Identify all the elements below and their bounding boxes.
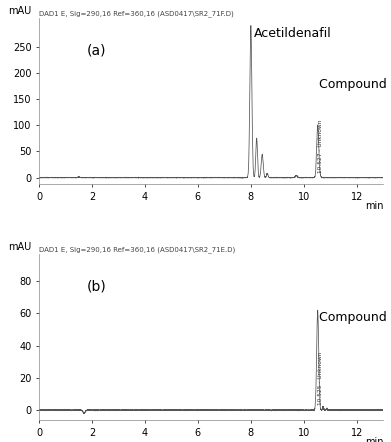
Text: mAU: mAU — [8, 242, 31, 252]
Text: DAD1 E, Sig=290,16 Ref=360,16 (ASD0417\SR2_71E.D): DAD1 E, Sig=290,16 Ref=360,16 (ASD0417\S… — [39, 246, 235, 253]
Text: Acetildenafil: Acetildenafil — [254, 27, 332, 40]
Text: Compound X: Compound X — [319, 79, 391, 91]
Text: (b): (b) — [87, 280, 106, 294]
Text: 10.525 - Unknown: 10.525 - Unknown — [318, 352, 323, 405]
Text: min: min — [365, 201, 383, 210]
Text: Compound X: Compound X — [319, 312, 391, 324]
Text: mAU: mAU — [8, 6, 31, 16]
Text: 10.527 - Unknown: 10.527 - Unknown — [318, 120, 323, 173]
Text: min: min — [365, 437, 383, 442]
Text: (a): (a) — [87, 43, 106, 57]
Text: DAD1 E, Sig=290,16 Ref=360,16 (ASD0417\SR2_71F.D): DAD1 E, Sig=290,16 Ref=360,16 (ASD0417\S… — [39, 10, 234, 17]
